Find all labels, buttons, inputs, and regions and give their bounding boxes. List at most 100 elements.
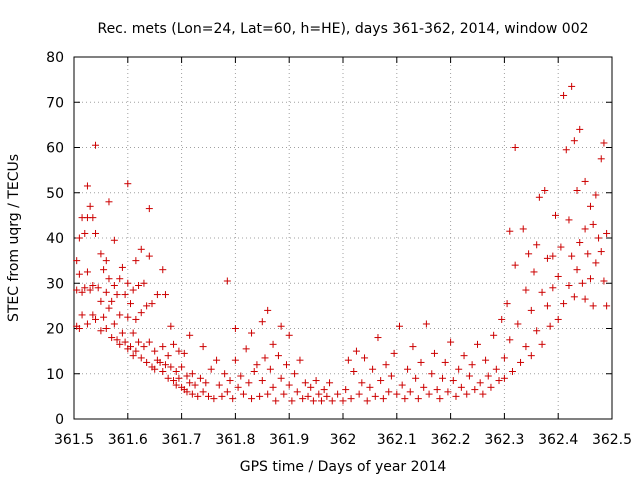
y-tick-label: 60 (46, 141, 64, 157)
data-point (557, 243, 565, 251)
data-point (126, 300, 134, 308)
data-point (296, 356, 304, 364)
data-point (116, 275, 124, 283)
data-point (124, 279, 132, 287)
data-point (600, 139, 608, 147)
data-point (97, 250, 105, 258)
data-point (245, 379, 253, 387)
data-point (487, 383, 495, 391)
data-point (145, 252, 153, 260)
data-point (89, 214, 97, 222)
data-point (135, 338, 143, 346)
data-point (474, 340, 481, 348)
data-point (89, 311, 97, 319)
data-point (374, 334, 382, 342)
data-point (500, 374, 508, 382)
data-point (326, 379, 334, 387)
data-point (159, 266, 167, 274)
data-point (597, 248, 605, 256)
x-tick-label: 361.5 (54, 432, 94, 448)
data-point (301, 379, 309, 387)
data-point (342, 386, 350, 394)
data-point (525, 250, 533, 258)
data-point (234, 383, 242, 391)
data-point (549, 252, 557, 260)
data-point (492, 365, 500, 373)
data-point (517, 358, 525, 366)
data-point (288, 397, 296, 405)
data-point (172, 381, 180, 389)
data-point (511, 261, 519, 269)
data-point (81, 284, 89, 292)
data-point (463, 390, 471, 398)
data-point (83, 320, 91, 328)
data-point (576, 125, 584, 133)
data-point (92, 229, 100, 237)
x-axis-label: GPS time / Days of year 2014 (240, 459, 447, 475)
data-point (108, 297, 116, 305)
x-tick-label: 361.8 (215, 432, 255, 448)
data-point (258, 318, 266, 326)
data-point (366, 383, 374, 391)
data-point (256, 392, 264, 400)
data-point (595, 234, 603, 242)
data-point (237, 372, 245, 380)
data-point (143, 358, 151, 366)
y-tick-label: 20 (46, 322, 64, 338)
data-point (369, 365, 377, 373)
data-point (229, 395, 237, 403)
data-point (266, 365, 274, 373)
data-point (398, 381, 406, 389)
data-point (385, 388, 393, 396)
data-point (541, 186, 549, 194)
data-point (126, 343, 134, 351)
data-point (118, 263, 126, 271)
data-point (533, 327, 541, 335)
data-point (129, 352, 137, 360)
data-point (420, 383, 428, 391)
data-point (113, 291, 121, 299)
data-point (441, 358, 449, 366)
data-point (581, 225, 589, 233)
data-point (274, 352, 282, 360)
data-point (118, 329, 126, 337)
data-point (202, 379, 210, 387)
data-point (390, 349, 398, 357)
data-point (223, 277, 231, 285)
data-point (132, 315, 140, 323)
data-point (293, 388, 301, 396)
data-point (433, 386, 441, 394)
data-point (124, 313, 132, 321)
data-point (546, 322, 554, 330)
data-point (264, 306, 272, 314)
data-point (527, 352, 535, 360)
x-tick-label: 362.1 (377, 432, 417, 448)
data-point (603, 229, 611, 237)
data-point (272, 397, 280, 405)
data-point (75, 325, 83, 332)
data-point (213, 356, 221, 364)
data-point (317, 397, 325, 405)
data-point (199, 343, 207, 351)
data-point (352, 347, 360, 355)
data-point (110, 320, 118, 328)
data-point (573, 266, 581, 274)
data-point (414, 395, 422, 403)
data-point (538, 288, 546, 296)
data-point (371, 392, 379, 400)
data-point (589, 302, 597, 310)
data-point (428, 370, 436, 378)
data-point (506, 227, 514, 235)
data-point (116, 340, 124, 348)
data-point (323, 392, 331, 400)
x-tick-label: 362 (330, 432, 357, 448)
data-point (121, 291, 129, 299)
gridlines (74, 57, 612, 419)
data-point (309, 397, 317, 405)
y-tick-label: 80 (46, 50, 64, 66)
data-point (137, 354, 145, 362)
data-point (151, 347, 159, 355)
data-point (592, 259, 600, 267)
data-point (218, 392, 226, 400)
